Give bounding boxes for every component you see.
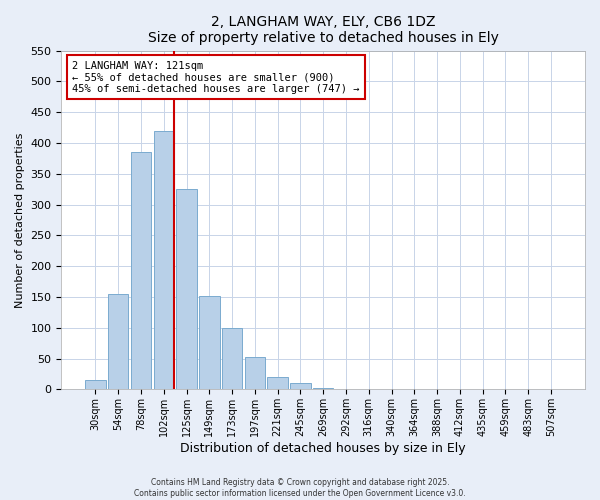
Text: Contains HM Land Registry data © Crown copyright and database right 2025.
Contai: Contains HM Land Registry data © Crown c… xyxy=(134,478,466,498)
Bar xyxy=(336,389,356,390)
Text: 2 LANGHAM WAY: 121sqm
← 55% of detached houses are smaller (900)
45% of semi-det: 2 LANGHAM WAY: 121sqm ← 55% of detached … xyxy=(72,60,359,94)
Bar xyxy=(131,152,151,390)
Title: 2, LANGHAM WAY, ELY, CB6 1DZ
Size of property relative to detached houses in Ely: 2, LANGHAM WAY, ELY, CB6 1DZ Size of pro… xyxy=(148,15,499,45)
Y-axis label: Number of detached properties: Number of detached properties xyxy=(15,132,25,308)
Bar xyxy=(108,294,128,390)
Bar xyxy=(176,189,197,390)
X-axis label: Distribution of detached houses by size in Ely: Distribution of detached houses by size … xyxy=(181,442,466,455)
Bar xyxy=(222,328,242,390)
Bar xyxy=(199,296,220,390)
Bar xyxy=(268,377,288,390)
Bar xyxy=(245,357,265,390)
Bar xyxy=(290,384,311,390)
Bar xyxy=(154,130,174,390)
Bar xyxy=(313,388,334,390)
Bar xyxy=(85,380,106,390)
